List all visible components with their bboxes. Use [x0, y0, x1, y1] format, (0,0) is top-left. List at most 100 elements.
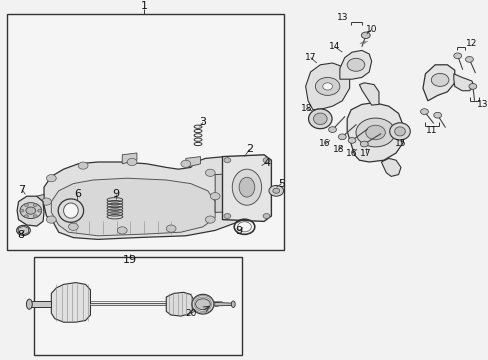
Text: 20: 20 — [184, 309, 196, 318]
Text: 10: 10 — [365, 25, 377, 34]
Text: C: C — [213, 302, 218, 308]
Polygon shape — [44, 157, 261, 239]
Ellipse shape — [239, 177, 254, 197]
Circle shape — [17, 225, 30, 235]
Circle shape — [46, 175, 56, 182]
Circle shape — [465, 57, 472, 62]
Polygon shape — [346, 103, 403, 162]
FancyBboxPatch shape — [7, 14, 283, 250]
Circle shape — [468, 84, 476, 89]
Text: 13: 13 — [476, 100, 488, 109]
Text: 1: 1 — [141, 1, 147, 12]
Circle shape — [420, 109, 427, 114]
Circle shape — [263, 158, 269, 163]
Text: 16: 16 — [346, 149, 357, 158]
Polygon shape — [166, 292, 193, 316]
Circle shape — [20, 209, 24, 212]
Ellipse shape — [58, 199, 83, 222]
Circle shape — [346, 58, 364, 71]
Circle shape — [117, 227, 127, 234]
Polygon shape — [359, 83, 378, 105]
Text: 18: 18 — [301, 104, 312, 112]
Ellipse shape — [63, 203, 78, 218]
Text: 2: 2 — [245, 144, 252, 154]
Circle shape — [24, 203, 28, 206]
Ellipse shape — [191, 294, 214, 314]
Circle shape — [26, 207, 36, 214]
Text: 15: 15 — [394, 139, 406, 148]
Circle shape — [365, 125, 385, 140]
Circle shape — [347, 138, 355, 143]
Polygon shape — [222, 155, 271, 221]
Circle shape — [166, 225, 176, 232]
Polygon shape — [422, 65, 454, 101]
Polygon shape — [305, 63, 349, 110]
Text: 9: 9 — [112, 189, 119, 199]
Circle shape — [181, 160, 190, 167]
Circle shape — [263, 213, 269, 219]
Circle shape — [46, 216, 56, 223]
Circle shape — [205, 169, 215, 176]
Text: 19: 19 — [122, 255, 136, 265]
Text: 18: 18 — [332, 145, 344, 154]
Text: 17: 17 — [304, 53, 316, 62]
Circle shape — [322, 83, 332, 90]
Circle shape — [360, 141, 367, 147]
Circle shape — [430, 73, 448, 86]
Text: 17: 17 — [359, 149, 371, 158]
FancyBboxPatch shape — [34, 257, 242, 355]
Polygon shape — [51, 283, 90, 322]
Text: 4: 4 — [263, 158, 269, 168]
Circle shape — [68, 223, 78, 230]
Polygon shape — [31, 301, 51, 307]
Polygon shape — [185, 157, 200, 167]
Polygon shape — [17, 196, 44, 226]
Circle shape — [328, 127, 336, 132]
Circle shape — [20, 203, 41, 219]
Polygon shape — [213, 302, 232, 306]
Polygon shape — [453, 74, 473, 91]
Circle shape — [24, 215, 28, 218]
Polygon shape — [37, 194, 44, 211]
Ellipse shape — [231, 301, 235, 307]
Text: 3: 3 — [199, 117, 206, 127]
Ellipse shape — [26, 299, 32, 309]
Circle shape — [78, 162, 88, 169]
Circle shape — [268, 185, 283, 196]
Ellipse shape — [232, 169, 261, 205]
Circle shape — [41, 198, 51, 205]
Circle shape — [315, 77, 339, 95]
Text: 7: 7 — [19, 185, 25, 195]
Text: 9: 9 — [235, 226, 242, 236]
Polygon shape — [339, 50, 371, 79]
Polygon shape — [19, 226, 28, 235]
Text: 6: 6 — [74, 189, 81, 199]
Ellipse shape — [308, 109, 331, 129]
Ellipse shape — [394, 127, 405, 136]
Text: 13: 13 — [336, 13, 347, 22]
Circle shape — [224, 158, 230, 163]
Circle shape — [453, 53, 461, 59]
Ellipse shape — [237, 222, 251, 232]
Circle shape — [127, 158, 137, 166]
Circle shape — [205, 216, 215, 223]
Polygon shape — [215, 173, 261, 212]
Polygon shape — [122, 153, 137, 164]
Text: 5: 5 — [278, 179, 285, 189]
Circle shape — [272, 188, 279, 193]
Circle shape — [33, 215, 37, 218]
Ellipse shape — [389, 123, 409, 140]
Polygon shape — [51, 178, 215, 236]
Text: 12: 12 — [465, 39, 477, 48]
Circle shape — [338, 134, 346, 140]
Text: 14: 14 — [328, 42, 340, 51]
Circle shape — [195, 299, 210, 310]
Text: 11: 11 — [425, 126, 437, 135]
Circle shape — [33, 203, 37, 206]
Polygon shape — [381, 158, 400, 176]
Circle shape — [224, 213, 230, 219]
Circle shape — [210, 193, 220, 200]
Circle shape — [38, 209, 41, 212]
Text: 8: 8 — [17, 230, 24, 240]
Ellipse shape — [313, 113, 326, 125]
